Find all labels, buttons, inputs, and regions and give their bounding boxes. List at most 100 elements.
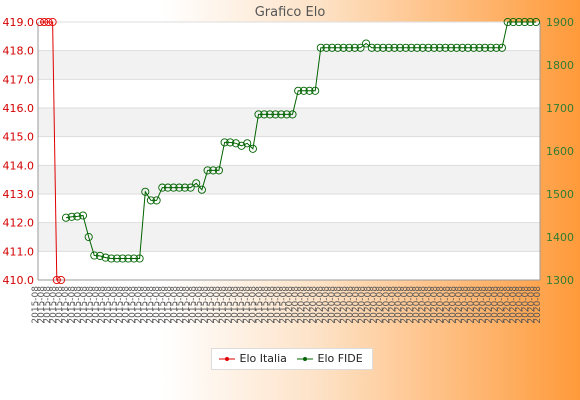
x-tick-label: 2015-08 [152, 286, 162, 324]
data-point-fide [107, 254, 116, 263]
data-point-fide [95, 251, 105, 260]
data-point-fide [401, 43, 410, 52]
data-point-fide [175, 183, 184, 192]
x-tick-label: 2015-08 [261, 286, 271, 324]
x-tick-label: 2020-08 [285, 286, 295, 324]
grid-band [38, 108, 540, 137]
data-point-fide [243, 139, 252, 148]
x-tick-label: 2020-08 [418, 286, 428, 324]
data-point-fide [333, 43, 342, 52]
x-tick-label: 2015-08 [267, 286, 277, 324]
x-tick-label: 2020-08 [406, 286, 416, 324]
x-tick-label: 2015-08 [170, 286, 180, 324]
data-point-fide [531, 17, 541, 27]
data-point-fide [67, 212, 76, 221]
x-tick-label: 2020-08 [527, 286, 537, 324]
x-tick-label: 2020-08 [442, 286, 452, 324]
data-point-fide [186, 183, 195, 192]
x-tick-label: 2020-08 [376, 286, 386, 324]
x-tick-label: 2020-08 [388, 286, 398, 324]
x-tick-label: 2015-08 [255, 286, 265, 324]
data-point-fide [237, 141, 246, 150]
data-point-fide [78, 211, 88, 220]
data-point-fide [384, 43, 393, 52]
data-point-fide [497, 43, 507, 52]
x-tick-label: 2020-08 [358, 286, 368, 324]
data-point-fide [169, 183, 178, 192]
data-point-fide [271, 110, 280, 119]
data-point-fide [362, 39, 371, 48]
data-point-fide [447, 43, 456, 52]
y-left-tick-label: 416.0 [3, 102, 35, 115]
data-point-fide [492, 43, 501, 52]
x-tick-label: 2015-08 [182, 286, 192, 324]
x-tick-label: 2015-08 [122, 286, 132, 324]
data-point-fide [379, 43, 388, 52]
data-point-fide [514, 17, 524, 27]
x-tick-label: 2015-08 [31, 286, 41, 324]
x-tick-label: 2020-08 [352, 286, 362, 324]
data-point-fide [90, 251, 99, 260]
data-point-fide [350, 43, 359, 52]
grid-band [38, 50, 540, 80]
data-point-fide [322, 43, 331, 52]
data-point-fide [129, 254, 139, 263]
x-tick-label: 2020-08 [303, 286, 313, 324]
x-tick-label: 2020-08 [466, 286, 476, 324]
x-tick-label: 2020-08 [473, 286, 483, 324]
x-tick-label: 2015-08 [212, 286, 222, 324]
x-tick-label: 2020-08 [521, 286, 531, 324]
data-point-fide [197, 185, 206, 194]
data-point-fide [141, 187, 150, 196]
x-tick-label: 2015-08 [91, 286, 101, 324]
data-point-fide [390, 43, 399, 52]
data-point-fide [486, 43, 495, 52]
data-point-fide [152, 196, 161, 205]
data-point-fide [441, 43, 450, 52]
x-tick-label: 2015-08 [134, 286, 144, 324]
data-point-fide [503, 17, 512, 27]
x-tick-label: 2015-08 [110, 286, 120, 324]
x-tick-label: 2015-08 [61, 286, 71, 324]
x-tick-label: 2020-08 [479, 286, 489, 324]
legend-marker-fide [297, 357, 313, 361]
data-point-fide [413, 43, 422, 52]
x-tick-label: 2020-08 [503, 286, 513, 324]
legend-label-italia: Elo Italia [239, 352, 287, 365]
x-tick-label: 2015-08 [206, 286, 216, 324]
x-tick-label: 2015-08 [243, 286, 253, 324]
x-tick-label: 2020-08 [394, 286, 404, 324]
x-tick-label: 2015-08 [98, 286, 108, 324]
y-left-tick-label: 415.0 [3, 131, 35, 144]
y-left-tick-label: 410.0 [3, 274, 35, 287]
x-tick-label: 2015-08 [37, 286, 47, 324]
data-point-fide [328, 43, 337, 52]
x-tick-label: 2020-08 [339, 286, 349, 324]
data-point-fide [101, 253, 110, 262]
x-tick-label: 2020-08 [491, 286, 501, 324]
x-tick-label: 2015-08 [140, 286, 150, 324]
x-tick-label: 2020-08 [460, 286, 470, 324]
x-tick-label: 2020-08 [430, 286, 440, 324]
data-point-fide [288, 110, 297, 119]
data-point-fide [452, 43, 461, 52]
x-tick-label: 2015-08 [188, 286, 198, 324]
data-point-fide [299, 86, 308, 95]
x-tick-label: 2015-08 [200, 286, 210, 324]
y-right-tick-label: 1800 [546, 59, 574, 72]
data-point-fide [226, 138, 235, 147]
y-right-tick-label: 1700 [546, 102, 574, 115]
data-point-fide [265, 110, 274, 119]
grid-band [38, 222, 540, 252]
x-tick-label: 2020-08 [436, 286, 446, 324]
legend-item-fide: Elo FIDE [296, 352, 363, 365]
data-point-fide [356, 43, 365, 52]
y-right-tick-label: 1900 [546, 16, 574, 29]
x-tick-label: 2015-08 [158, 286, 168, 324]
x-tick-label: 2020-08 [346, 286, 356, 324]
x-tick-label: 2015-08 [225, 286, 235, 324]
legend: Elo Italia Elo FIDE [211, 348, 373, 370]
x-tick-label: 2020-08 [412, 286, 422, 324]
x-tick-label: 2015-08 [231, 286, 241, 324]
